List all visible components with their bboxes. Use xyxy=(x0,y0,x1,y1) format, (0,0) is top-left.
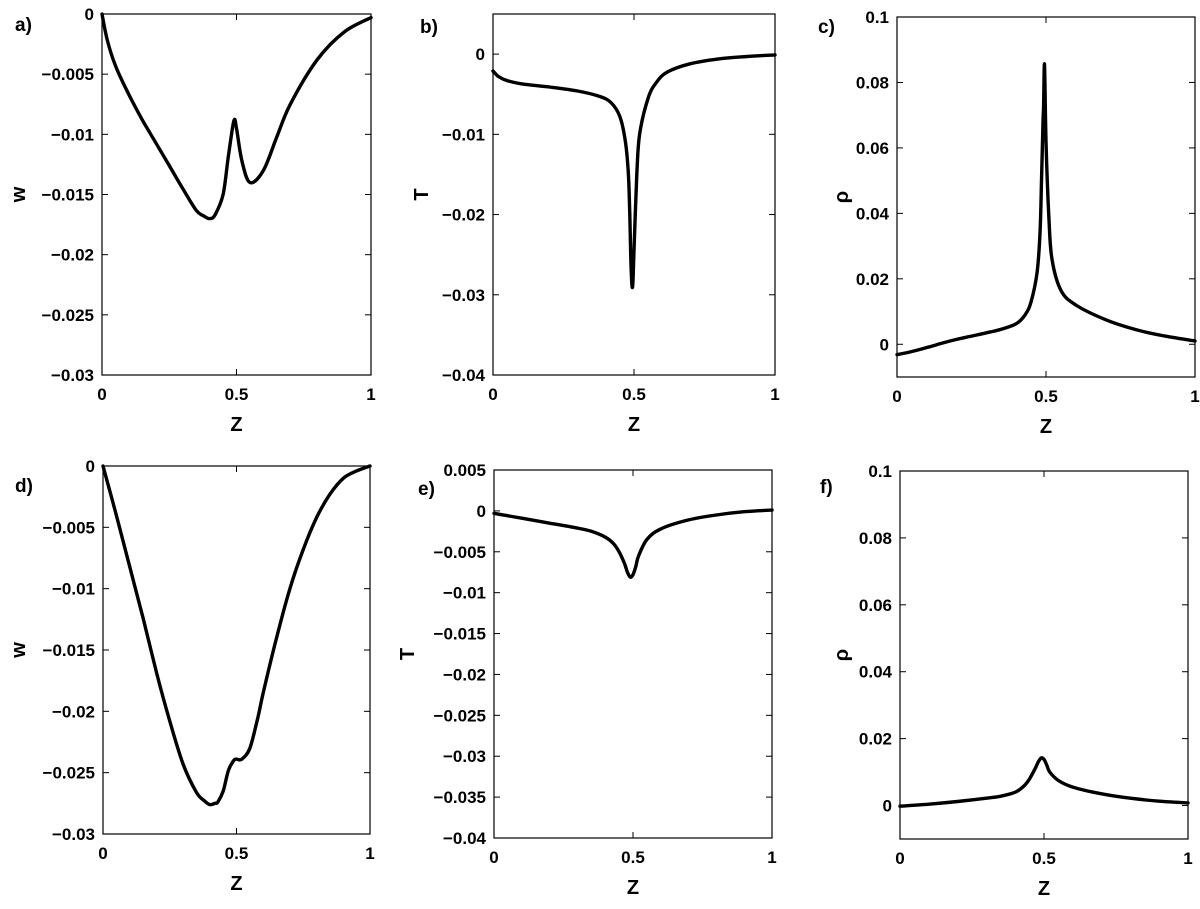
y-tick-label: 0.1 xyxy=(865,8,889,27)
x-tick-label: 0.5 xyxy=(621,848,645,867)
x-tick-label: 0 xyxy=(489,848,498,867)
x-axis-label: Z xyxy=(628,414,640,436)
y-tick-label: 0.06 xyxy=(859,596,892,615)
y-tick-label: −0.005 xyxy=(42,65,94,84)
y-tick-label: −0.02 xyxy=(443,665,486,684)
y-tick-label: −0.015 xyxy=(42,186,94,205)
y-tick-label: −0.03 xyxy=(442,286,485,305)
x-axis-label: Z xyxy=(627,877,639,899)
series-line xyxy=(100,12,373,221)
y-tick-label: −0.025 xyxy=(43,764,95,783)
y-axis-label: ρ xyxy=(831,649,853,661)
chart-panel-a: 0 0.5 1 0 −0.005 −0.01 −0.015 −0.02 −0.025 −0.03 Z… xyxy=(8,5,376,436)
x-tick-label: 1 xyxy=(1190,387,1199,406)
y-tick-label: 0.02 xyxy=(859,730,892,749)
y-tick-label: −0.015 xyxy=(434,625,486,644)
plot-frame xyxy=(492,13,776,376)
series-line xyxy=(491,53,777,290)
plot-frame xyxy=(102,465,371,835)
x-axis-label: Z xyxy=(230,873,242,895)
x-tick-label: 0 xyxy=(97,385,106,404)
x-tick-label: 1 xyxy=(366,385,375,404)
y-tick-label: 0 xyxy=(476,45,485,64)
y-tick-label: −0.01 xyxy=(52,580,95,599)
y-tick-label: −0.03 xyxy=(443,747,486,766)
series-line xyxy=(898,756,1190,808)
x-tick-label: 0.5 xyxy=(622,385,646,404)
y-tick-label: −0.025 xyxy=(434,706,486,725)
panel-label: b) xyxy=(420,17,438,38)
series-line xyxy=(492,508,774,579)
y-axis-label: w xyxy=(8,642,30,659)
y-tick-label: 0 xyxy=(883,797,892,816)
x-tick-label: 1 xyxy=(770,385,779,404)
y-tick-label: 0.06 xyxy=(856,139,889,158)
y-tick-label: −0.025 xyxy=(42,306,94,325)
y-tick-label: −0.02 xyxy=(442,206,485,225)
y-tick-label: 0 xyxy=(86,457,95,476)
y-tick-label: −0.02 xyxy=(51,246,94,265)
y-tick-label: −0.04 xyxy=(443,829,487,848)
x-axis-label: Z xyxy=(1038,878,1050,900)
chart-panel-e: 0 0.5 1 0.005 0 −0.005 −0.01 −0.015 −0.02 −0.025 −… xyxy=(397,461,777,899)
y-tick-label: −0.005 xyxy=(434,543,486,562)
panel-label: d) xyxy=(15,476,33,497)
series-line xyxy=(101,464,372,807)
y-tick-label: −0.04 xyxy=(442,366,486,385)
y-tick-label: 0 xyxy=(477,502,486,521)
y-tick-label: 0.04 xyxy=(859,663,893,682)
chart-panel-c: 0 0.5 1 0 0.02 0.04 0.06 0.08 0.1 Zρ c) xyxy=(818,8,1200,438)
x-tick-label: 0 xyxy=(892,387,901,406)
plot-frame xyxy=(899,470,1189,840)
x-tick-label: 0.5 xyxy=(1034,387,1058,406)
x-tick-label: 0 xyxy=(488,385,497,404)
plot-frame xyxy=(493,469,773,839)
y-axis-label: T xyxy=(397,648,419,660)
y-tick-label: −0.035 xyxy=(434,788,486,807)
y-tick-label: −0.03 xyxy=(51,366,94,385)
chart-panel-d: 0 0.5 1 0 −0.005 −0.01 −0.015 −0.02 −0.025 −0.03 Z… xyxy=(8,457,375,895)
chart-panel-b: 0 0.5 1 0 −0.01 −0.02 −0.03 −0.04 Z Tb) xyxy=(411,13,780,436)
x-axis-label: Z xyxy=(230,414,242,436)
y-tick-label: −0.015 xyxy=(43,641,95,660)
panel-label: e) xyxy=(418,479,435,500)
y-tick-label: −0.02 xyxy=(52,702,95,721)
series-line xyxy=(895,62,1197,357)
panel-label: f) xyxy=(820,477,833,498)
y-axis-label: ρ xyxy=(831,191,853,203)
x-tick-label: 1 xyxy=(767,848,776,867)
x-tick-label: 1 xyxy=(365,844,374,863)
y-tick-label: 0.005 xyxy=(443,461,486,480)
panel-label: a) xyxy=(15,15,32,36)
y-axis-label: T xyxy=(411,188,433,200)
x-tick-label: 0.5 xyxy=(225,385,249,404)
x-tick-label: 0.5 xyxy=(225,844,249,863)
y-tick-label: −0.01 xyxy=(443,584,486,603)
y-tick-label: 0.08 xyxy=(859,529,892,548)
y-tick-label: 0.04 xyxy=(856,204,890,223)
x-tick-label: 0.5 xyxy=(1032,849,1056,868)
x-tick-label: 0 xyxy=(98,844,107,863)
x-axis-label: Z xyxy=(1040,416,1052,438)
x-tick-label: 1 xyxy=(1183,849,1192,868)
y-tick-label: 0 xyxy=(85,5,94,24)
y-axis-label: w xyxy=(8,186,30,203)
y-tick-label: −0.005 xyxy=(43,518,95,537)
y-tick-label: 0.02 xyxy=(856,270,889,289)
x-tick-label: 0 xyxy=(895,849,904,868)
chart-panel-f: 0 0.5 1 0 0.02 0.04 0.06 0.08 0.1 Zρ f) xyxy=(820,462,1193,900)
y-tick-label: −0.03 xyxy=(52,825,95,844)
y-tick-label: 0 xyxy=(880,335,889,354)
y-tick-label: 0.1 xyxy=(868,462,892,481)
panel-label: c) xyxy=(818,17,835,38)
y-tick-label: 0.08 xyxy=(856,73,889,92)
plot-frame xyxy=(101,13,372,376)
y-tick-label: −0.01 xyxy=(51,125,94,144)
y-tick-label: −0.01 xyxy=(442,125,485,144)
